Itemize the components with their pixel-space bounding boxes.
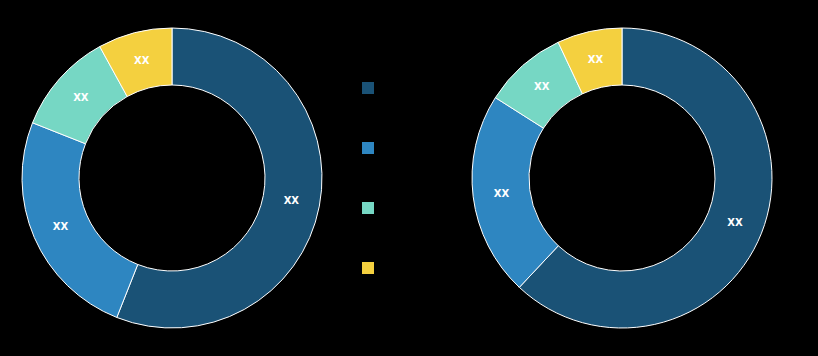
donut-slice — [100, 28, 172, 97]
donut-slice — [558, 28, 622, 94]
legend-swatch — [362, 262, 374, 274]
data-label: XX — [73, 92, 89, 103]
legend-swatch — [362, 82, 374, 94]
data-label: XX — [494, 188, 510, 199]
data-label: XX — [134, 55, 150, 66]
legend-swatch — [362, 202, 374, 214]
data-label: XX — [588, 54, 604, 65]
data-label: XX — [53, 221, 69, 232]
legend — [362, 82, 374, 274]
chart-container: XX XX XX XX XX XX XX XX — [0, 0, 818, 356]
chart-svg: XX XX XX XX XX XX XX XX — [0, 0, 818, 356]
background — [0, 0, 818, 356]
donut-slice — [22, 123, 138, 318]
data-label: XX — [284, 195, 300, 206]
data-label: XX — [534, 81, 550, 92]
donut — [472, 28, 772, 328]
donut — [22, 28, 322, 328]
legend-swatch — [362, 142, 374, 154]
data-label: XX — [727, 217, 743, 228]
